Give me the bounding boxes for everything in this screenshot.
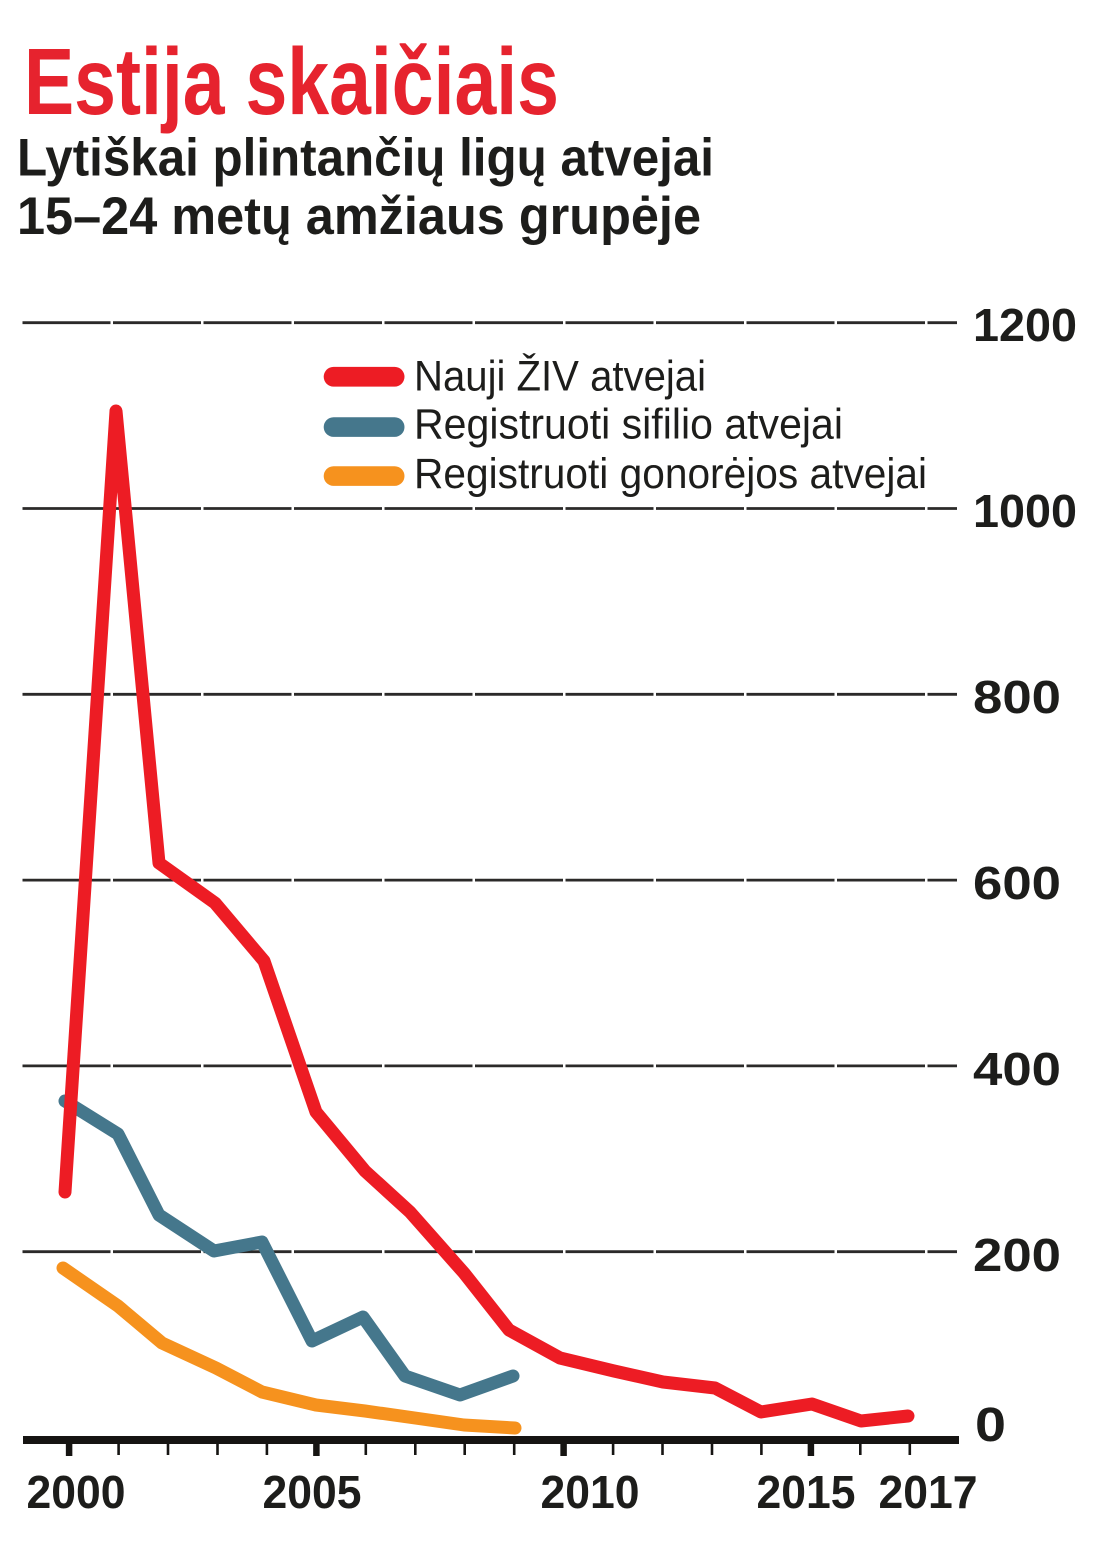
svg-text:0: 0 bbox=[975, 1398, 1006, 1452]
svg-text:600: 600 bbox=[973, 857, 1061, 909]
svg-text:Registruoti gonorėjos atvejai: Registruoti gonorėjos atvejai bbox=[414, 451, 927, 498]
svg-text:200: 200 bbox=[973, 1229, 1061, 1281]
svg-text:Registruoti sifilio atvejai: Registruoti sifilio atvejai bbox=[414, 402, 843, 449]
svg-text:2015: 2015 bbox=[757, 1466, 856, 1518]
svg-text:2010: 2010 bbox=[541, 1466, 640, 1518]
svg-text:2017: 2017 bbox=[879, 1466, 978, 1518]
svg-text:2005: 2005 bbox=[263, 1466, 362, 1518]
svg-text:1000: 1000 bbox=[973, 485, 1077, 537]
svg-text:Nauji ŽIV atvejai: Nauji ŽIV atvejai bbox=[414, 352, 706, 400]
svg-text:1200: 1200 bbox=[973, 299, 1077, 351]
svg-text:15–24 metų amžiaus grupėje: 15–24 metų amžiaus grupėje bbox=[17, 187, 701, 246]
svg-text:2000: 2000 bbox=[27, 1466, 126, 1518]
svg-text:Lytiškai plintančių ligų atvej: Lytiškai plintančių ligų atvejai bbox=[17, 129, 714, 188]
svg-text:400: 400 bbox=[973, 1043, 1061, 1095]
svg-text:Estija skaičiais: Estija skaičiais bbox=[24, 29, 559, 135]
svg-text:800: 800 bbox=[973, 671, 1061, 723]
